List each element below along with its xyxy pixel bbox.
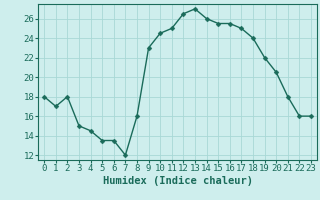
X-axis label: Humidex (Indice chaleur): Humidex (Indice chaleur) [103,176,252,186]
